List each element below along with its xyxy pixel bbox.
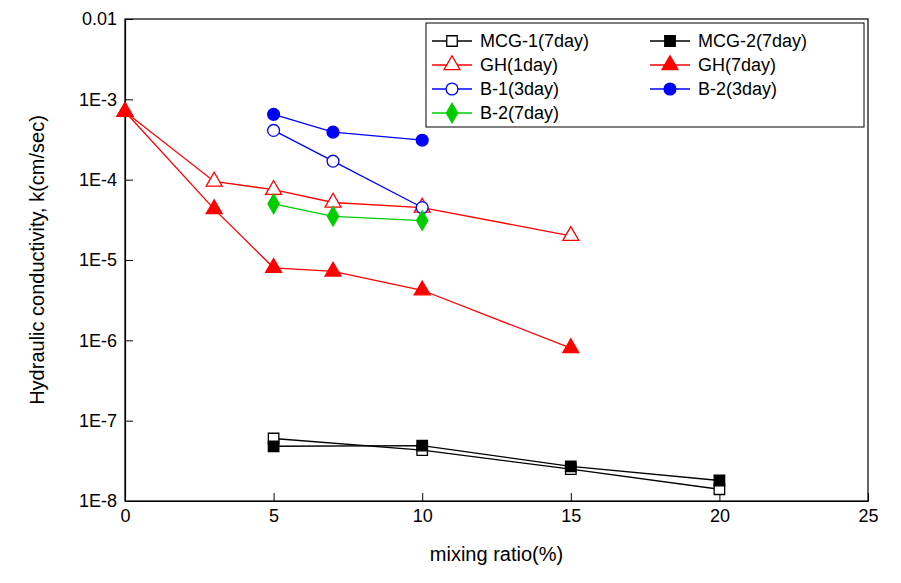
y-tick: 1E-8 [79, 491, 133, 511]
series-marker [566, 461, 576, 471]
legend-marker [446, 103, 457, 123]
x-tick-label: 25 [858, 506, 878, 526]
y-tick-label: 1E-4 [79, 170, 117, 190]
series-marker [266, 259, 282, 273]
legend-label: B-2(7day) [480, 103, 559, 123]
legend-label: MCG-2(7day) [698, 31, 807, 51]
series-marker [268, 125, 280, 137]
y-tick-mark [125, 340, 133, 341]
plot-frame [125, 19, 868, 501]
y-tick-label: 1E-3 [79, 90, 117, 110]
y-tick-label: 1E-5 [79, 250, 117, 270]
series-marker [327, 155, 339, 167]
series-marker [417, 211, 428, 231]
series-marker [206, 172, 222, 186]
x-tick-label: 20 [710, 506, 730, 526]
legend-box [426, 23, 864, 127]
legend-marker [662, 56, 678, 70]
series-marker [268, 108, 280, 120]
series-line [274, 114, 423, 140]
y-tick-mark [125, 99, 133, 100]
y-tick-label: 1E-7 [79, 411, 117, 431]
y-tick-mark [125, 180, 133, 181]
series-marker [117, 103, 133, 117]
series-line [125, 112, 571, 236]
y-tick: 1E-4 [79, 170, 133, 190]
series-marker [325, 193, 341, 207]
legend: MCG-1(7day) MCG-2(7day) GH(1day) GH(7day) B-… [426, 23, 864, 127]
x-tick-label: 10 [413, 506, 433, 526]
legend-marker [664, 83, 676, 95]
y-tick-mark [125, 421, 133, 422]
legend-entry: B-2(7day) [432, 103, 559, 123]
x-tick-label: 0 [120, 506, 130, 526]
series-marker [268, 194, 279, 214]
legend-marker [665, 36, 675, 46]
series-marker [268, 441, 278, 451]
y-tick-label: 1E-6 [79, 331, 117, 351]
x-tick-mark [571, 493, 572, 501]
series-marker [414, 281, 430, 295]
x-tick-label: 15 [561, 506, 581, 526]
y-tick-mark [125, 260, 133, 261]
legend-marker [447, 36, 457, 46]
x-tick-label: 5 [269, 506, 279, 526]
legend-entry: MCG-1(7day) [432, 31, 589, 51]
x-tick: 10 [413, 493, 433, 526]
legend-entry: B-2(3day) [650, 79, 777, 99]
plot: 0 5 10 15 20 25 1E-8 1E-7 1E-6 1E-5 1E-4 1E-3 0.01 MC… [79, 9, 879, 526]
y-tick: 1E-7 [79, 411, 133, 431]
legend-label: GH(1day) [480, 55, 558, 75]
x-tick-mark [868, 493, 869, 501]
series-marker [417, 440, 427, 450]
x-tick-mark [274, 493, 275, 501]
series-marker [714, 475, 724, 485]
y-tick-mark [125, 501, 133, 502]
series-marker [327, 126, 339, 138]
series-marker [266, 181, 282, 195]
x-axis: 0 5 10 15 20 25 [120, 493, 878, 526]
y-tick: 1E-6 [79, 331, 133, 351]
y-tick-label: 1E-8 [79, 491, 117, 511]
series-marker [563, 227, 579, 241]
legend-label: B-1(3day) [480, 79, 559, 99]
x-tick: 25 [858, 493, 878, 526]
y-axis-title: Hydraulic conductivity, k(cm/sec) [26, 115, 48, 405]
series-marker [206, 200, 222, 214]
series-line [274, 446, 720, 481]
legend-marker [444, 56, 460, 70]
x-tick: 20 [710, 493, 730, 526]
series-marker [117, 103, 133, 117]
x-tick-mark [422, 493, 423, 501]
legend-label: B-2(3day) [698, 79, 777, 99]
series-marker [563, 339, 579, 353]
series-marker [327, 207, 338, 227]
y-tick-mark [125, 19, 133, 20]
series-line [274, 204, 423, 221]
y-axis: 1E-8 1E-7 1E-6 1E-5 1E-4 1E-3 0.01 [79, 9, 133, 511]
legend-marker [446, 83, 458, 95]
series-marker [325, 262, 341, 276]
legend-entry: MCG-2(7day) [650, 31, 807, 51]
x-tick: 15 [561, 493, 581, 526]
series-line [125, 112, 571, 348]
legend-entry: GH(1day) [432, 55, 558, 75]
legend-label: MCG-1(7day) [480, 31, 589, 51]
legend-entry: GH(7day) [650, 55, 776, 75]
series-marker [416, 134, 428, 146]
legend-entry: B-1(3day) [432, 79, 559, 99]
legend-label: GH(7day) [698, 55, 776, 75]
y-tick-label: 0.01 [82, 9, 117, 29]
marks [117, 103, 725, 495]
series-line [274, 130, 423, 207]
x-axis-line [126, 501, 869, 502]
y-tick: 1E-5 [79, 250, 133, 270]
y-tick: 0.01 [82, 9, 133, 29]
series-line [274, 438, 720, 489]
x-tick: 5 [269, 493, 279, 526]
x-axis-title: mixing ratio(%) [430, 543, 563, 565]
